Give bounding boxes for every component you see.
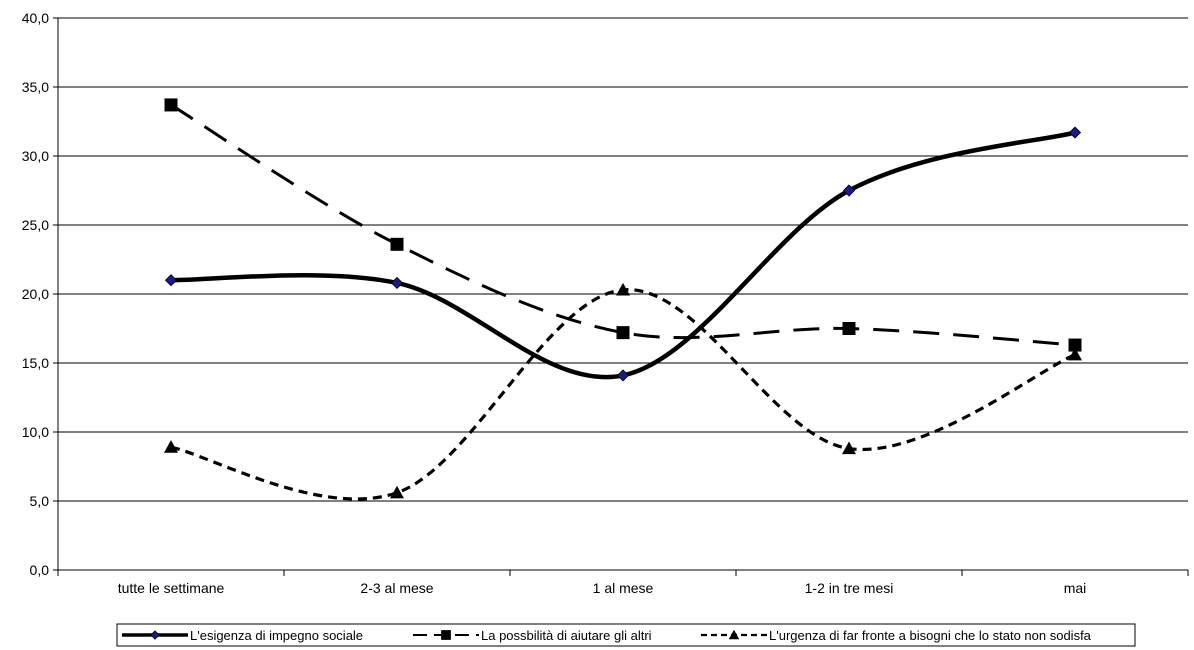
x-tick-label: 2-3 al mese bbox=[360, 580, 433, 596]
y-tick-label: 15,0 bbox=[22, 355, 49, 371]
legend-marker bbox=[728, 629, 740, 640]
y-tick-label: 25,0 bbox=[22, 217, 49, 233]
data-point bbox=[390, 485, 404, 499]
series-3 bbox=[164, 282, 1082, 501]
series-group bbox=[164, 98, 1082, 501]
data-point bbox=[390, 237, 404, 251]
grid bbox=[58, 17, 1188, 502]
x-axis-ticks: tutte le settimane 2-3 al mese 1 al mese 1-… bbox=[57, 570, 1189, 596]
data-point bbox=[164, 440, 178, 453]
legend-marker bbox=[150, 630, 160, 640]
data-point bbox=[616, 326, 630, 340]
y-tick-label: 40,0 bbox=[22, 10, 49, 26]
data-point bbox=[842, 322, 856, 335]
legend-label: L'urgenza di far fronte a bisogni che lo… bbox=[769, 628, 1092, 643]
legend-label: La possbilità di aiutare gli altri bbox=[481, 628, 652, 643]
series-1 bbox=[164, 126, 1082, 382]
y-axis-ticks: 0,0 5,0 10,0 15,0 20,0 25,0 30,0 35,0 40,0 bbox=[22, 10, 58, 578]
data-point bbox=[390, 276, 404, 290]
y-tick-label: 20,0 bbox=[22, 286, 49, 302]
x-tick-label: mai bbox=[1064, 580, 1087, 596]
x-tick-label: 1 al mese bbox=[593, 580, 654, 596]
y-tick-label: 0,0 bbox=[30, 562, 50, 578]
series-line bbox=[170, 103, 1076, 347]
y-tick-label: 5,0 bbox=[30, 493, 50, 509]
data-point bbox=[164, 274, 178, 287]
x-tick-label: tutte le settimane bbox=[118, 580, 225, 596]
data-point bbox=[616, 282, 630, 296]
series-line bbox=[170, 130, 1076, 380]
x-tick-label: 1-2 in tre mesi bbox=[805, 580, 894, 596]
data-point bbox=[842, 441, 856, 455]
series-2 bbox=[164, 98, 1082, 352]
y-tick-label: 35,0 bbox=[22, 79, 49, 95]
data-point bbox=[1068, 126, 1082, 139]
legend-label: L'esigenza di impegno sociale bbox=[190, 628, 363, 643]
y-tick-label: 30,0 bbox=[22, 148, 49, 164]
legend-box bbox=[116, 623, 1136, 647]
data-point bbox=[1068, 347, 1082, 361]
data-point bbox=[616, 369, 630, 382]
data-point bbox=[164, 98, 178, 112]
data-point bbox=[1068, 338, 1082, 352]
legend-marker bbox=[441, 630, 451, 640]
series-line bbox=[170, 288, 1076, 501]
data-point bbox=[842, 184, 856, 197]
y-tick-label: 10,0 bbox=[22, 424, 49, 440]
legend: L'esigenza di impegno sociale La possbili… bbox=[116, 623, 1136, 647]
